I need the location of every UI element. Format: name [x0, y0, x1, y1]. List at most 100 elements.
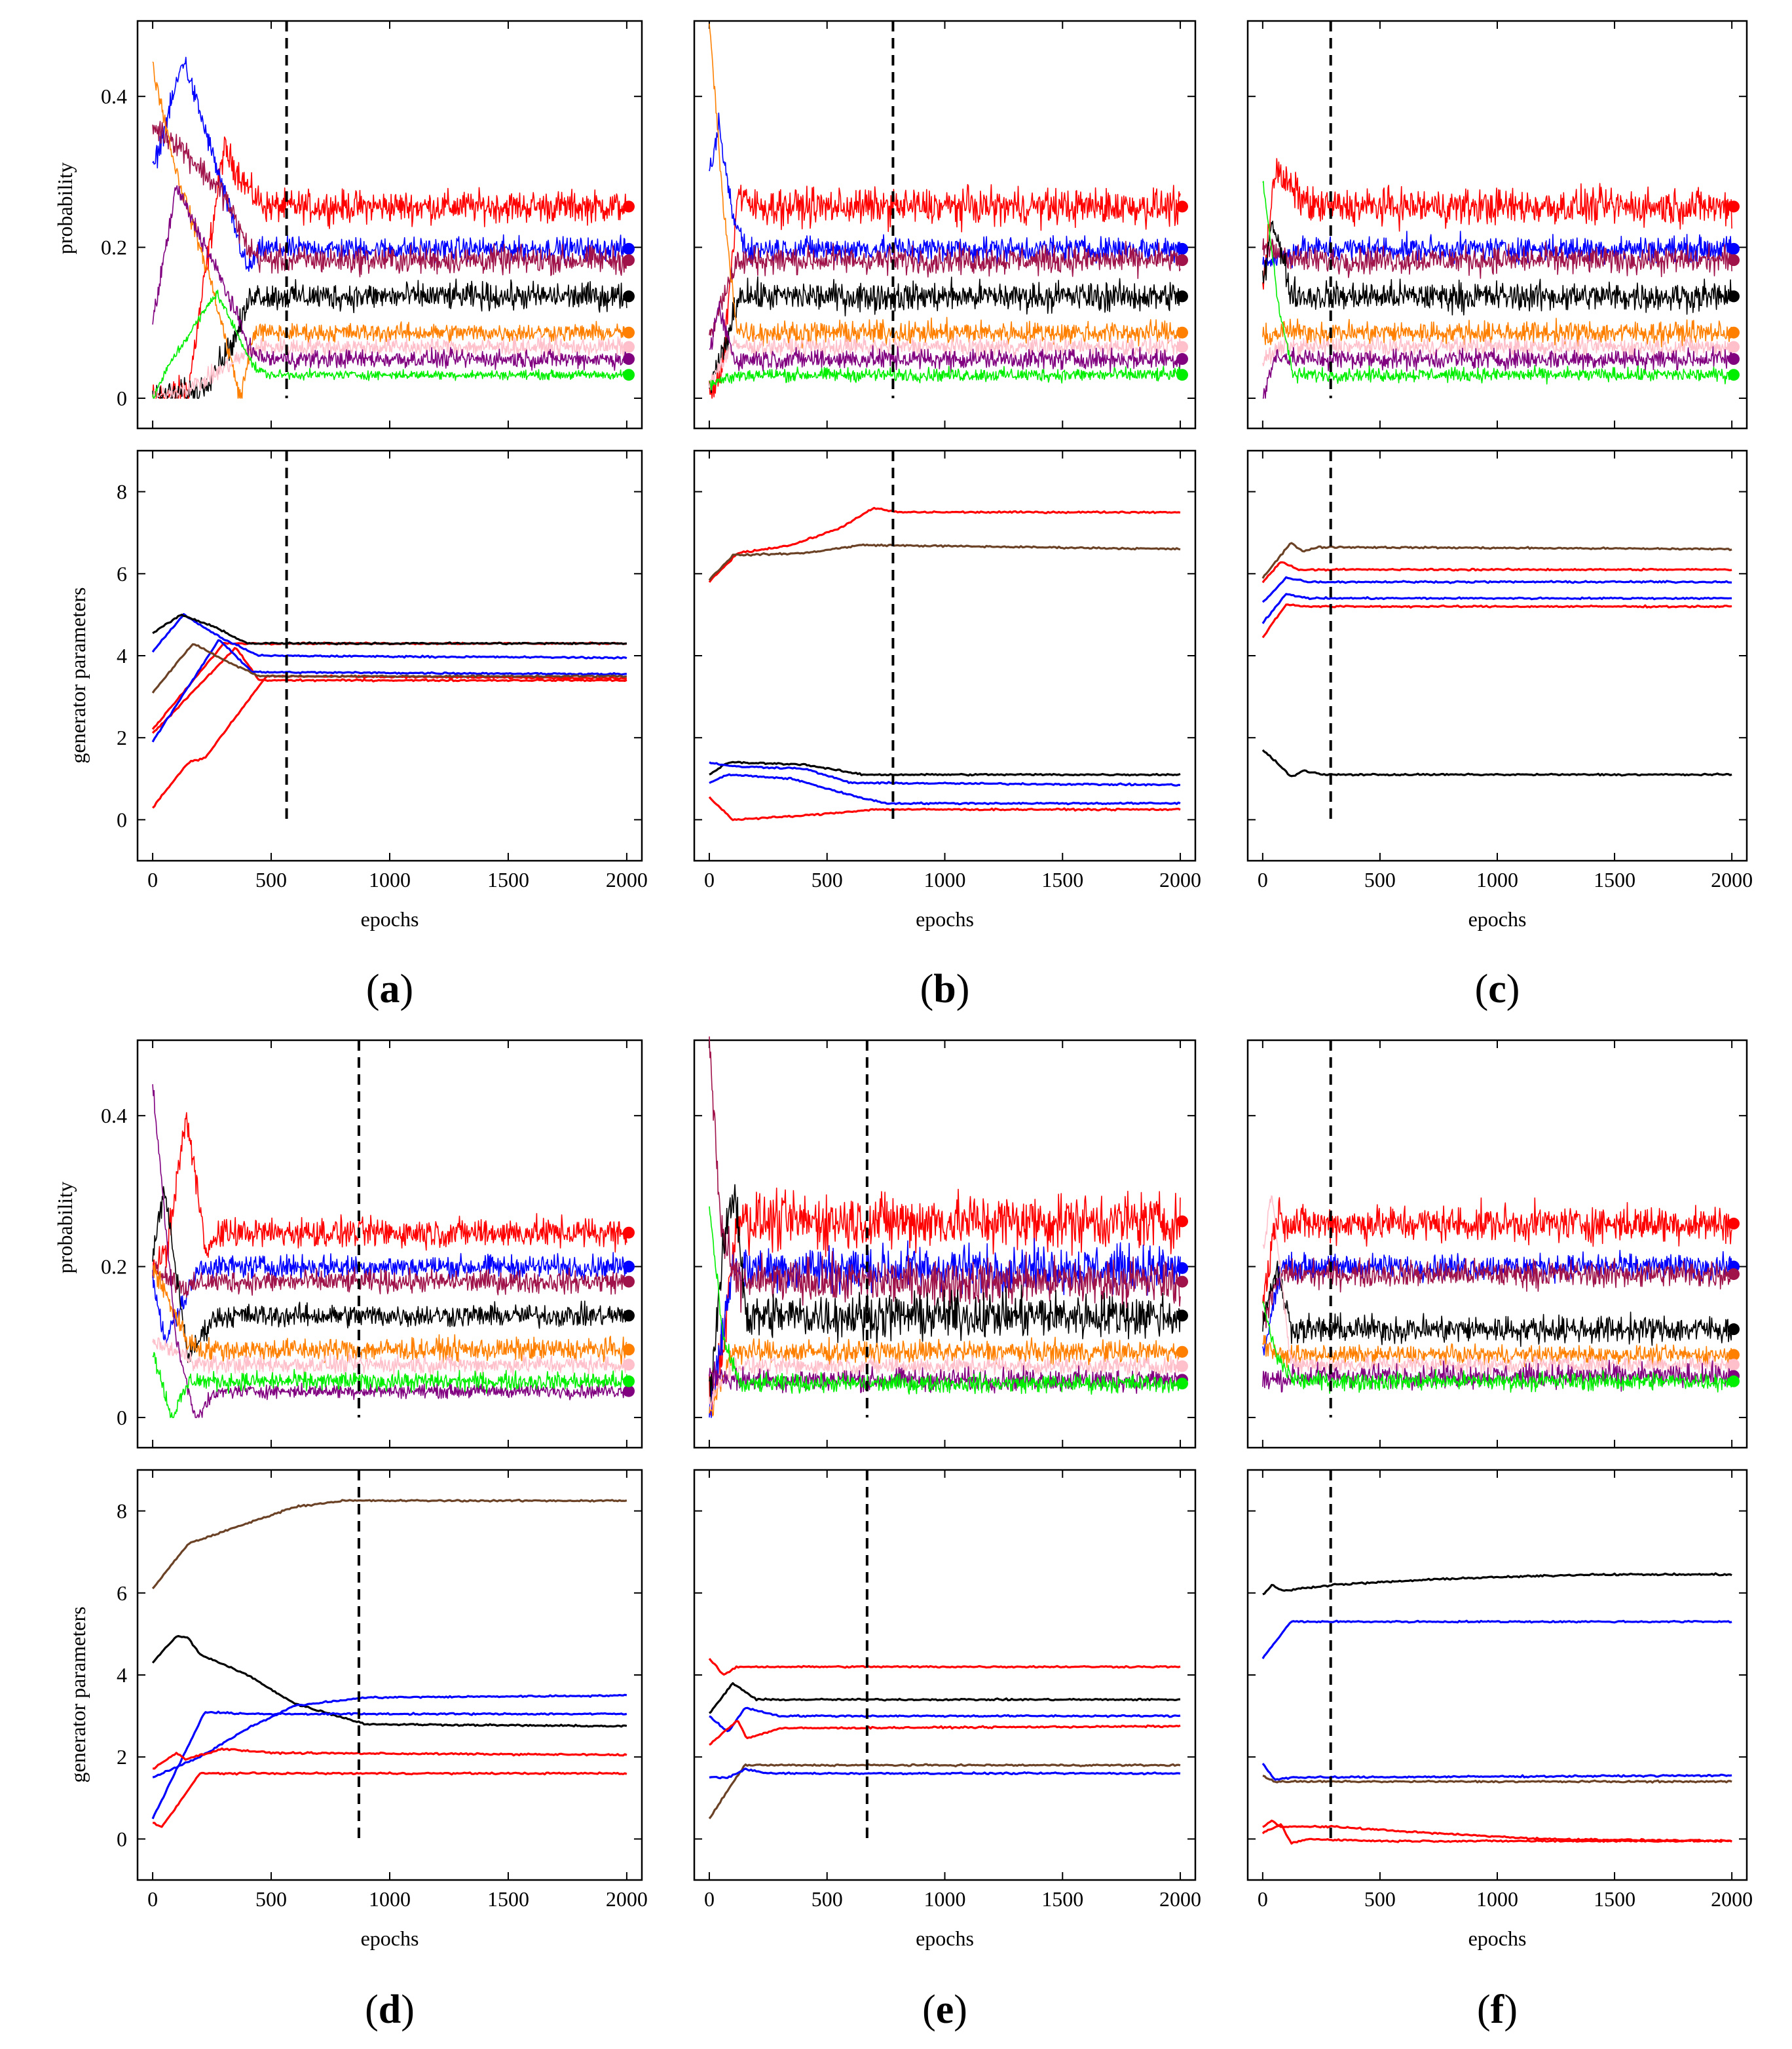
generator-series-blue-2	[709, 1767, 1181, 1780]
probability-series-crimson	[1262, 1257, 1732, 1328]
generator-series-red-1	[1262, 1819, 1733, 1843]
probability-series-red	[1262, 1197, 1732, 1304]
x-tick-label: 1000	[924, 1887, 966, 1911]
legend-dot-orange	[623, 1344, 635, 1356]
probability-series-black	[152, 278, 627, 399]
probability-series-blue	[152, 1252, 627, 1344]
legend-dot-green	[1176, 369, 1188, 381]
probability-series-crimson	[1262, 238, 1732, 279]
x-axis-label: epochs	[916, 907, 974, 931]
legend-dot-red	[1176, 1215, 1188, 1228]
probability-series-orange	[1262, 1334, 1732, 1368]
probability-series-crimson	[152, 121, 627, 278]
generator-series-brown	[708, 543, 1181, 581]
probability-series-pink	[152, 1337, 627, 1377]
legend-dot-blue	[1176, 242, 1188, 255]
generator-series-blue-2	[1261, 1763, 1732, 1781]
generator-plot: 0 500 1000 1500 2000 0 2 4 6 8	[117, 1469, 648, 1911]
x-tick-label: 2000	[1159, 1887, 1201, 1911]
y-tick-label: 4	[117, 644, 127, 667]
generator-series-blue-2	[151, 1710, 627, 1820]
y-axis-label-generator: generator parameters	[66, 1606, 90, 1782]
generator-series-red-1	[153, 1747, 627, 1770]
legend-dot-pink	[623, 1359, 635, 1371]
probability-series-red	[709, 183, 1181, 399]
probability-series-black	[709, 1184, 1181, 1411]
x-tick-label: 0	[1258, 1887, 1268, 1911]
generator-series-blue-1	[709, 761, 1181, 787]
y-tick-label: 0	[117, 1827, 127, 1851]
legend-dot-red	[623, 1226, 635, 1239]
probability-series-blue	[1262, 231, 1732, 269]
y-tick-label: 6	[117, 562, 127, 586]
probability-series-pink	[1262, 335, 1732, 367]
legend-dot-crimson	[1728, 1268, 1740, 1281]
panel-a: 0 0.2 0.4 0 500 1000 1500 2000 0 2 4 6 8 probability g…	[53, 20, 648, 1011]
x-tick-label: 500	[812, 1887, 843, 1911]
x-axis-label: epochs	[916, 1927, 974, 1950]
legend-dot-orange	[623, 326, 635, 339]
x-tick-label: 500	[1364, 1887, 1396, 1911]
y-tick-label: 0.2	[101, 236, 127, 259]
generator-series-red-1	[708, 506, 1181, 583]
generator-series-blue-2	[151, 639, 627, 743]
generator-series-brown	[151, 1498, 627, 1590]
panel-f: 0 500 1000 1500 2000 epochs (f)	[1246, 1039, 1753, 2032]
generator-plot: 0 500 1000 1500 2000 0 2 4 6 8	[117, 449, 648, 892]
probability-plot	[693, 20, 1197, 430]
probability-series-pink	[709, 1353, 1181, 1410]
probability-series-pink	[153, 334, 627, 399]
generator-plot: 0 500 1000 1500 2000	[693, 449, 1201, 892]
probability-plot: 0 0.2 0.4	[101, 20, 643, 430]
y-tick-label: 2	[117, 726, 127, 749]
legend-dot-pink	[1176, 341, 1188, 353]
probability-series-red	[1262, 158, 1732, 290]
y-tick-label: 0.4	[101, 1104, 127, 1127]
probability-series-red	[152, 136, 627, 399]
legend-dot-pink	[1728, 1359, 1740, 1371]
legend-dot-orange	[1176, 1345, 1188, 1358]
generator-series-red-2	[153, 1771, 627, 1828]
y-tick-label: 6	[117, 1581, 127, 1605]
x-tick-label: 1500	[487, 868, 529, 892]
probability-series-black	[709, 276, 1181, 394]
panel-d: 0 0.2 0.4 0 500 1000 1500 2000 0 2 4 6 8 probability g…	[53, 1039, 648, 2032]
generator-series-black	[709, 1682, 1181, 1714]
legend-dot-crimson	[1176, 254, 1188, 267]
y-tick-label: 8	[117, 480, 127, 504]
legend-dot-red	[1728, 200, 1740, 213]
legend-dot-red	[1176, 200, 1188, 213]
generator-plot: 0 500 1000 1500 2000	[1246, 449, 1753, 892]
panel-b: 0 500 1000 1500 2000 epochs (b)	[693, 20, 1201, 1011]
panel-label: (b)	[920, 967, 970, 1011]
panel-e: 0 500 1000 1500 2000 epochs (e)	[693, 1036, 1201, 2032]
legend-dot-purple	[623, 353, 635, 366]
probability-series-black	[152, 1186, 627, 1363]
panel-label: (a)	[366, 967, 413, 1011]
legend-dot-purple	[623, 1385, 635, 1397]
probability-series-crimson	[152, 1261, 627, 1298]
probability-series-black	[1262, 1260, 1732, 1347]
panel-label: (d)	[365, 1987, 415, 2032]
x-axis-label: epochs	[361, 1927, 419, 1950]
legend-dot-orange	[1176, 326, 1188, 339]
generator-series-brown	[1262, 1775, 1732, 1784]
x-tick-label: 1000	[1476, 1887, 1518, 1911]
probability-plot	[1246, 20, 1748, 430]
legend-dot-crimson	[1176, 1275, 1188, 1288]
x-tick-label: 1500	[487, 1887, 529, 1911]
x-tick-label: 0	[147, 1887, 158, 1911]
probability-series-orange	[709, 1336, 1181, 1417]
x-tick-label: 2000	[1711, 1887, 1753, 1911]
probability-series-purple	[1262, 346, 1732, 399]
legend-dot-black	[1728, 290, 1740, 303]
generator-series-red-2	[1261, 1823, 1732, 1845]
x-tick-label: 0	[704, 868, 715, 892]
legend-dot-green	[623, 1375, 635, 1387]
x-axis-label: epochs	[1468, 907, 1527, 931]
y-tick-label: 0	[117, 808, 127, 831]
legend-dot-green	[1728, 1375, 1740, 1387]
legend-dot-blue	[623, 1260, 635, 1273]
legend-dot-purple	[1176, 353, 1188, 366]
